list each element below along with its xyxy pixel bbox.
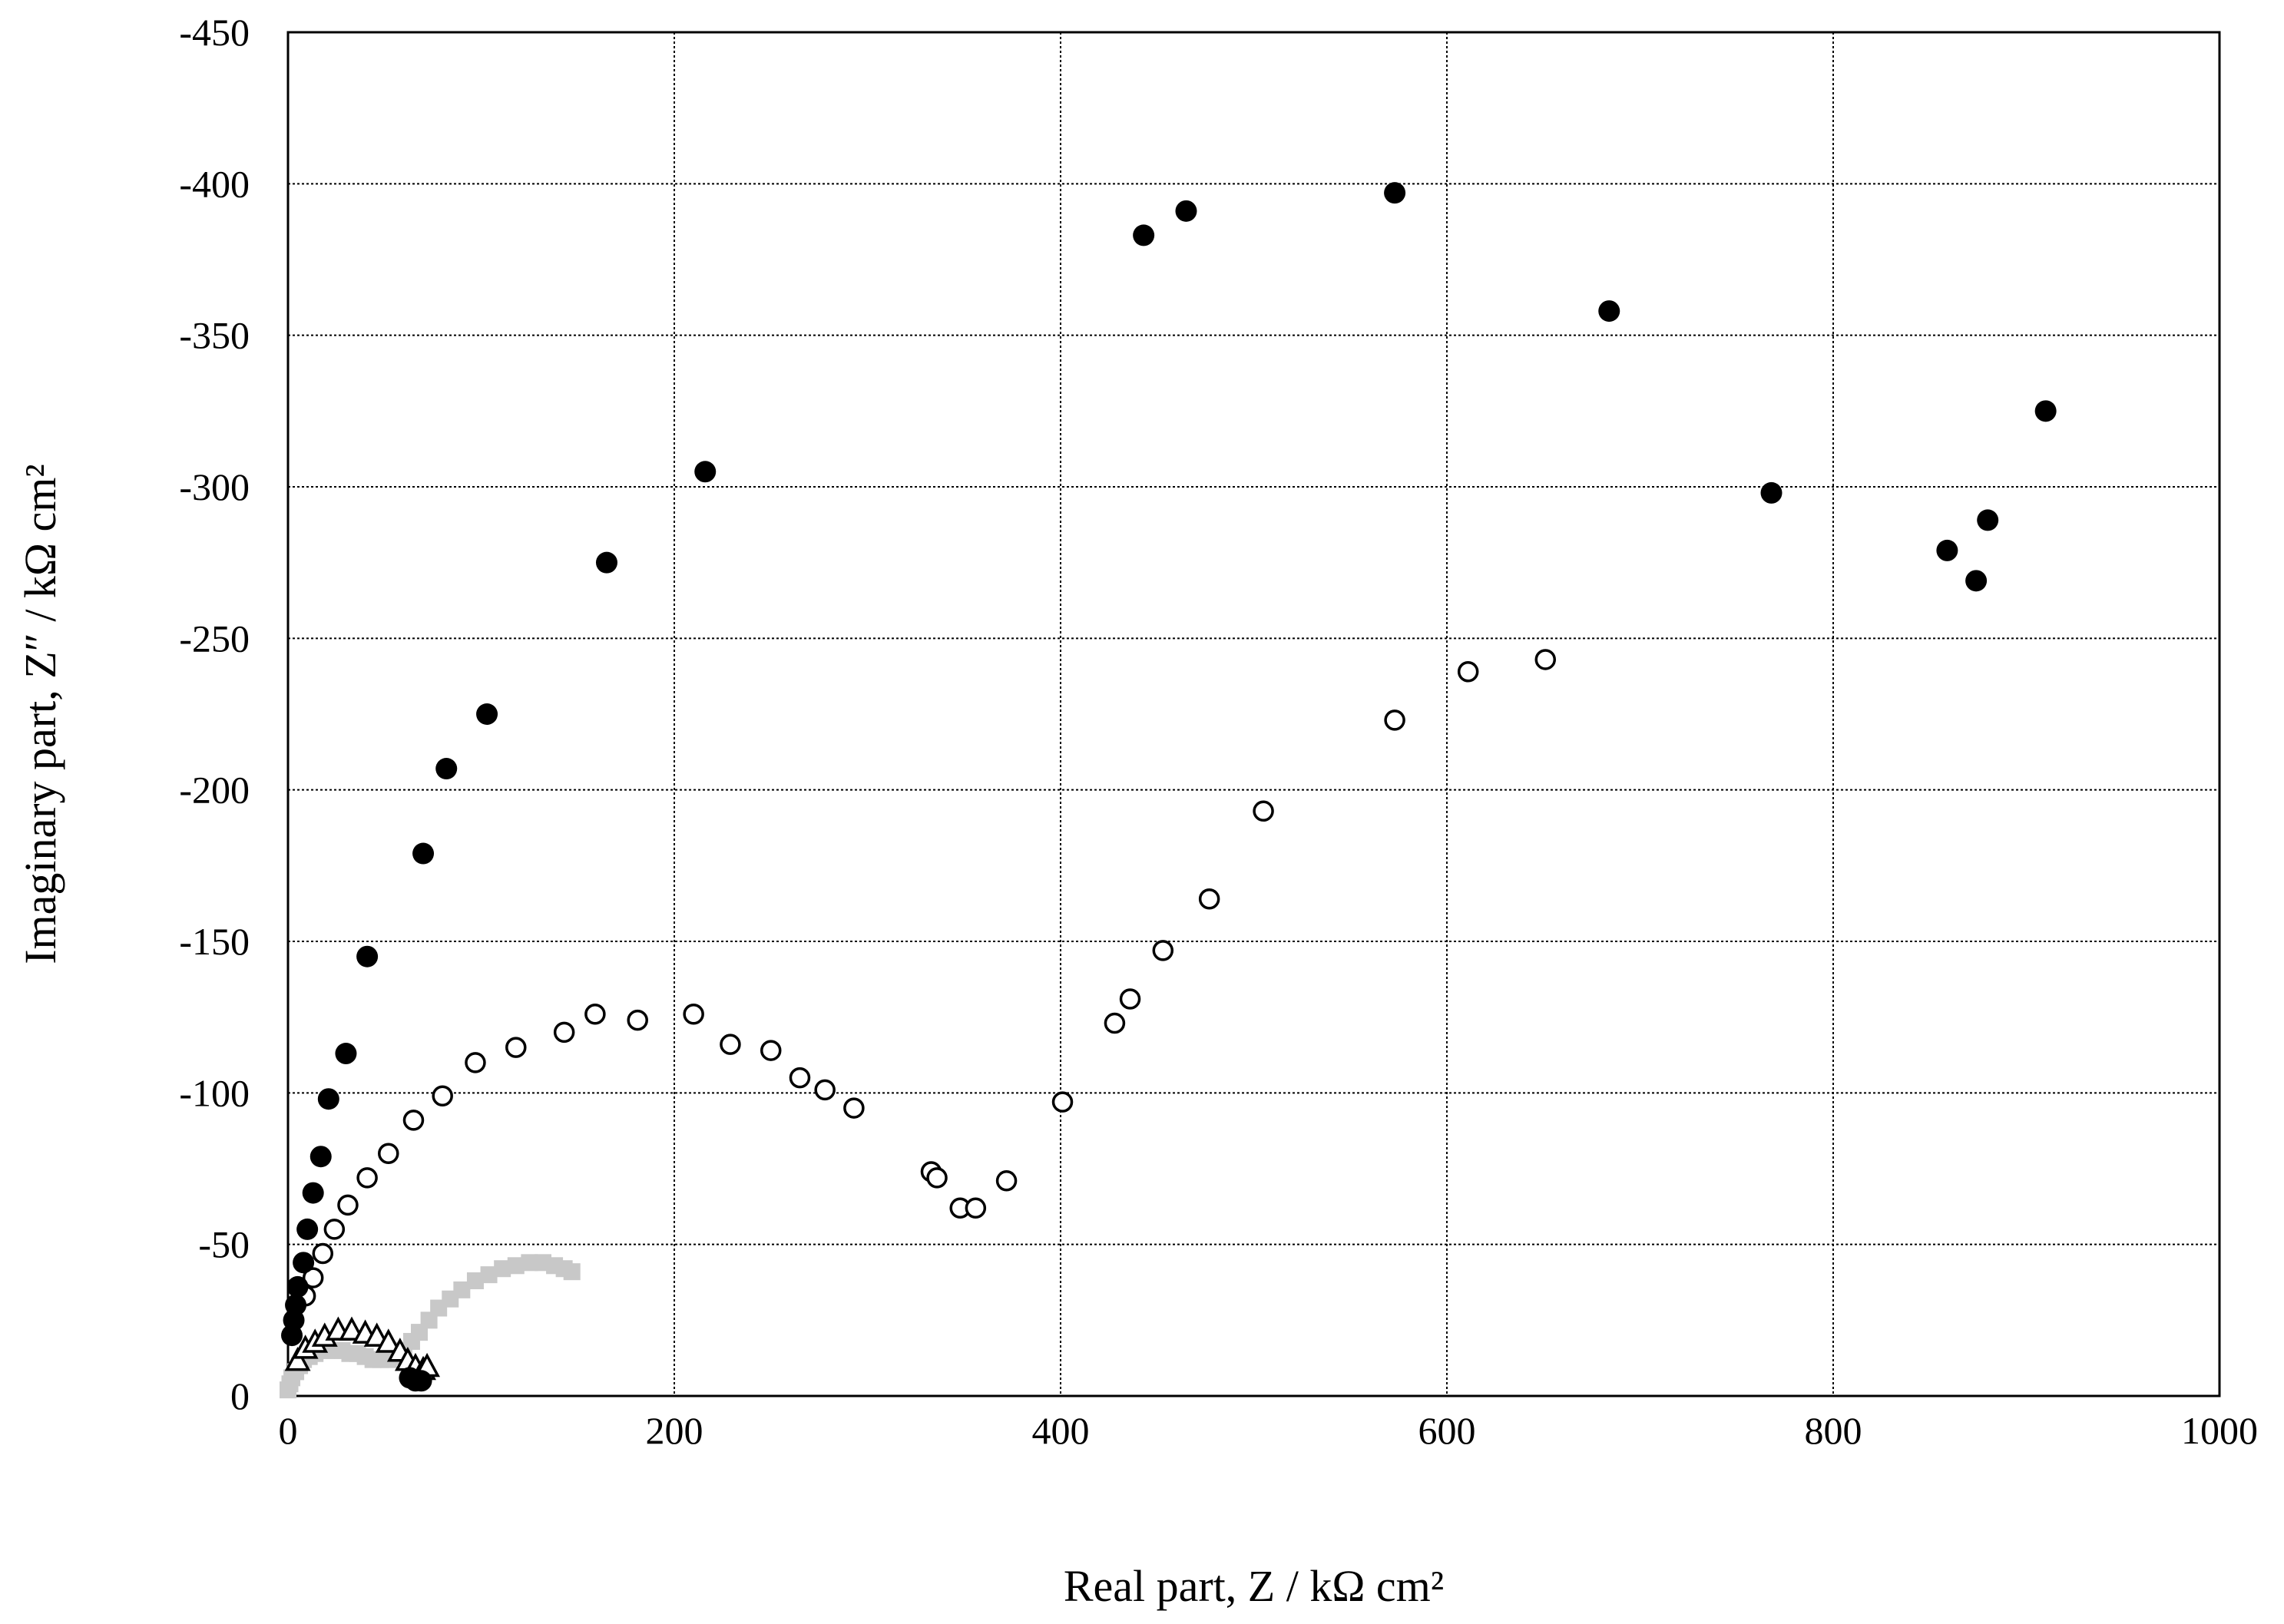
y-axis-ticks: 0 -50 -100 -150 -200 -250 -300 -350 -400 -450 <box>179 11 250 1417</box>
gridlines <box>288 32 2219 1396</box>
filled-circle-point <box>1965 570 1988 592</box>
x-tick-label: 400 <box>1032 1409 1090 1452</box>
open-circle-point <box>584 1003 606 1025</box>
filled-circle-point <box>309 1146 332 1168</box>
filled-circle-point <box>317 1088 339 1110</box>
open-circle-point <box>1104 1012 1126 1034</box>
open-circle-point <box>432 1085 453 1107</box>
y-tick-label: -300 <box>179 465 250 508</box>
open-circle-point <box>505 1037 527 1058</box>
open-circle-point <box>302 1267 324 1288</box>
y-tick-label: -200 <box>179 769 250 812</box>
filled-circle-point <box>1598 300 1620 322</box>
y-tick-label: -350 <box>179 314 250 357</box>
open-circle-point <box>402 1110 425 1131</box>
open-circle-point <box>760 1040 782 1061</box>
filled-circle-point <box>286 1275 309 1298</box>
open-circle-point <box>1253 800 1274 822</box>
filled-circle-point <box>476 703 498 725</box>
open-circle-point <box>465 1052 486 1073</box>
open-circle-point <box>683 1003 704 1025</box>
open-circle-point <box>1152 940 1174 961</box>
open-circle-point <box>1457 660 1479 683</box>
x-tick-label: 1000 <box>2181 1409 2258 1452</box>
x-tick-label: 0 <box>279 1409 298 1452</box>
x-tick-label: 600 <box>1418 1409 1476 1452</box>
filled-circle-point <box>285 1294 307 1316</box>
filled-circle-point <box>335 1043 357 1065</box>
y-axis-title: Imaginary part, Z″ / kΩ cm² <box>15 464 65 964</box>
filled-circle-point <box>694 461 717 483</box>
open-circle-point <box>814 1079 836 1101</box>
gray-square-point <box>507 1257 525 1275</box>
open-circle-point <box>965 1197 987 1219</box>
open-circle-point <box>337 1194 359 1216</box>
open-circle-point <box>627 1009 648 1031</box>
open-circle-point <box>356 1167 378 1189</box>
open-circle-point <box>1119 988 1141 1010</box>
y-tick-label: -100 <box>179 1071 250 1114</box>
filled-circle-point <box>1977 509 1999 531</box>
open-circle-point <box>789 1067 811 1089</box>
y-tick-label: -400 <box>179 162 250 205</box>
filled-circle-point <box>302 1182 324 1204</box>
x-tick-label: 200 <box>646 1409 703 1452</box>
filled-circle-point <box>1760 481 1783 504</box>
plot-area-frame <box>286 31 2221 1397</box>
open-circle-point <box>843 1097 865 1119</box>
filled-circle-point <box>1936 539 1958 561</box>
filled-circle-point <box>412 842 435 865</box>
filled-circle-point <box>595 551 617 574</box>
gray-square-point <box>453 1281 471 1298</box>
open-circle-point <box>1384 709 1405 731</box>
y-tick-label: -150 <box>179 920 250 963</box>
open-circle-point <box>720 1034 741 1055</box>
filled-circle-point <box>410 1370 432 1392</box>
filled-circle-point <box>1175 200 1197 222</box>
gray-square-point <box>480 1266 498 1284</box>
y-tick-label: -450 <box>179 11 250 54</box>
x-axis-title: Real part, Z / kΩ cm² <box>1064 1561 1444 1611</box>
filled-circle-point <box>356 945 379 967</box>
open-triangle-point <box>284 1346 311 1371</box>
open-circle-point <box>323 1219 346 1240</box>
y-tick-label: -250 <box>179 617 250 660</box>
filled-circle-point <box>435 758 458 780</box>
y-tick-label: 0 <box>230 1374 250 1417</box>
open-circle-point <box>926 1167 948 1189</box>
x-tick-label: 800 <box>1805 1409 1862 1452</box>
gray-square-point <box>494 1260 511 1278</box>
open-triangle-point <box>375 1328 402 1353</box>
filled-circle-point <box>296 1218 319 1240</box>
open-circle-point <box>1051 1091 1074 1113</box>
x-axis-ticks: 0 200 400 600 800 1000 <box>279 1409 2259 1452</box>
open-circle-point <box>312 1242 334 1265</box>
y-tick-label: -50 <box>198 1223 250 1266</box>
filled-circle-point <box>2034 400 2057 422</box>
open-circle-point <box>378 1143 399 1165</box>
filled-circle-point <box>293 1252 315 1274</box>
open-circle-point <box>1534 649 1557 670</box>
gray-square-point <box>563 1263 581 1281</box>
open-circle-point <box>995 1170 1018 1192</box>
open-circle-point <box>1198 888 1220 910</box>
filled-circle-point <box>1133 224 1155 246</box>
filled-circle-point <box>1384 182 1406 204</box>
data-points <box>280 182 2057 1399</box>
gray-square-point <box>521 1254 538 1272</box>
open-triangle-point <box>339 1316 365 1341</box>
open-circle-point <box>553 1021 575 1044</box>
gray-square-point <box>466 1272 484 1290</box>
